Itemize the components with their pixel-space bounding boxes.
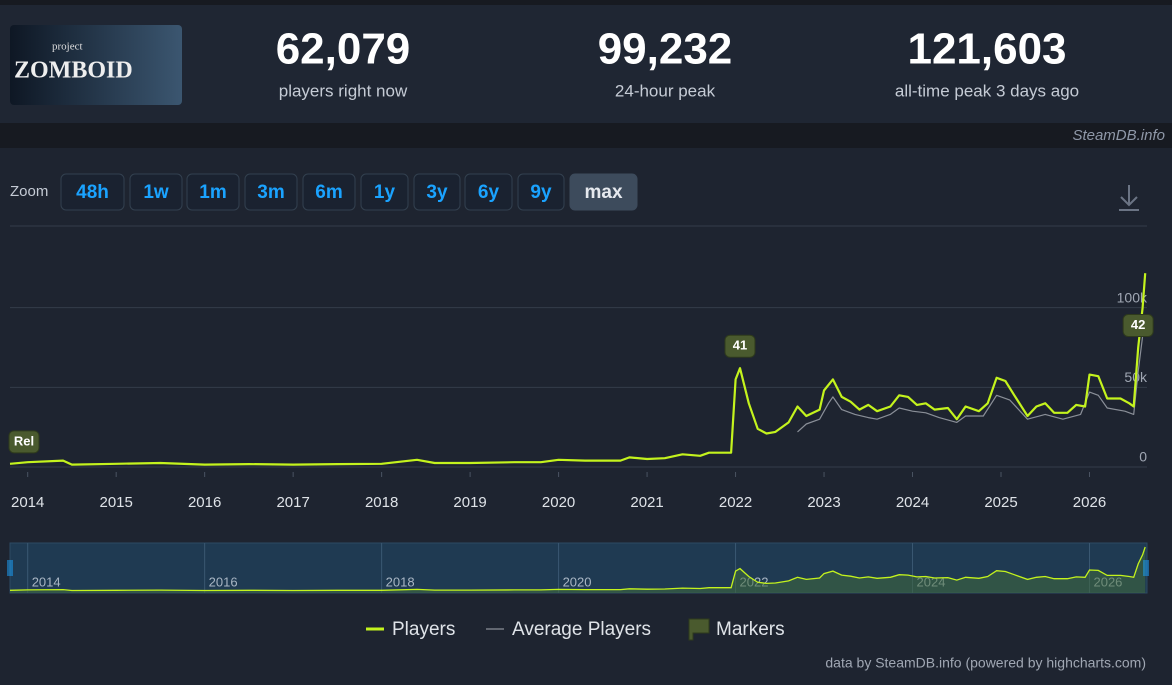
x-tick-label: 2026 — [1073, 494, 1106, 511]
stat-label: players right now — [279, 81, 408, 100]
zoom-button[interactable] — [129, 173, 183, 211]
legend-label[interactable]: Markers — [716, 619, 785, 640]
navigator-handle-right[interactable] — [1143, 560, 1149, 576]
header-bar — [0, 5, 1172, 123]
navigator-handle-left[interactable] — [7, 560, 13, 576]
marker-flag — [1122, 314, 1154, 337]
series-line — [9, 273, 1147, 466]
logo-small: project — [52, 41, 83, 53]
stat-value: 62,079 — [276, 25, 411, 74]
zoom-button[interactable] — [569, 173, 638, 211]
zoom-button[interactable] — [186, 173, 240, 211]
zoom-button-label[interactable]: 3y — [426, 182, 448, 203]
y-tick-label: 0 — [1139, 449, 1147, 465]
zoom-button[interactable] — [464, 173, 513, 211]
x-tick-label: 2021 — [630, 494, 663, 511]
stat-label: 24-hour peak — [615, 81, 716, 100]
navigator-label: 2018 — [386, 574, 415, 589]
stat-value: 99,232 — [598, 25, 733, 74]
zoom-button-label[interactable]: 6y — [478, 182, 500, 203]
game-logo — [10, 25, 182, 105]
navigator-label: 2016 — [209, 574, 238, 589]
x-tick-label: 2014 — [11, 494, 44, 511]
zoom-button-label[interactable]: 3m — [257, 182, 284, 203]
zoom-button-label[interactable]: 1w — [143, 182, 169, 203]
marker-flag — [724, 334, 756, 358]
x-tick-label: 2020 — [542, 494, 575, 511]
marker-label: Rel — [14, 433, 34, 448]
logo-big: ZOMBOID — [14, 58, 133, 84]
zoom-button[interactable] — [517, 173, 565, 211]
marker-label: 42 — [1131, 317, 1145, 332]
zoom-button[interactable] — [60, 173, 125, 211]
zoom-button-label[interactable]: max — [584, 182, 622, 203]
x-tick-label: 2016 — [188, 494, 221, 511]
marker-label: 41 — [733, 338, 747, 353]
x-tick-label: 2019 — [453, 494, 486, 511]
x-tick-label: 2018 — [365, 494, 398, 511]
stat-value: 121,603 — [907, 25, 1066, 74]
marker-flag — [8, 430, 40, 454]
download-icon[interactable] — [1119, 185, 1139, 211]
zoom-button-label[interactable]: 6m — [315, 182, 342, 203]
zoom-button[interactable] — [413, 173, 461, 211]
zoom-button-label[interactable]: 9y — [530, 182, 552, 203]
navigator-area — [10, 547, 1146, 593]
zoom-button[interactable] — [360, 173, 409, 211]
credit: data by SteamDB.info (powered by highcha… — [825, 655, 1146, 671]
x-tick-label: 2017 — [276, 494, 309, 511]
zoom-label: Zoom — [10, 183, 48, 200]
zoom-button-label[interactable]: 1m — [199, 182, 226, 203]
stat-label: all-time peak 3 days ago — [895, 81, 1079, 100]
navigator-line — [9, 546, 1146, 592]
x-tick-label: 2024 — [896, 494, 929, 511]
legend-label[interactable]: Players — [392, 619, 455, 640]
x-tick-label: 2023 — [807, 494, 840, 511]
legend-marker-swatch[interactable] — [688, 618, 710, 641]
navigator-label: 2014 — [32, 574, 61, 589]
zoom-button-label[interactable]: 1y — [374, 182, 396, 203]
series-line — [797, 315, 1146, 433]
chart-panel — [0, 148, 1172, 685]
zoom-button[interactable] — [302, 173, 356, 211]
legend-label[interactable]: Average Players — [512, 619, 651, 640]
navigator-label: 2020 — [563, 574, 592, 589]
zoom-button[interactable] — [244, 173, 298, 211]
x-tick-label: 2015 — [99, 494, 132, 511]
y-tick-label: 100k — [1117, 289, 1148, 305]
source: SteamDB.info — [1072, 127, 1165, 144]
zoom-button-label[interactable]: 48h — [76, 182, 109, 203]
x-tick-label: 2022 — [719, 494, 752, 511]
x-tick-label: 2025 — [984, 494, 1017, 511]
